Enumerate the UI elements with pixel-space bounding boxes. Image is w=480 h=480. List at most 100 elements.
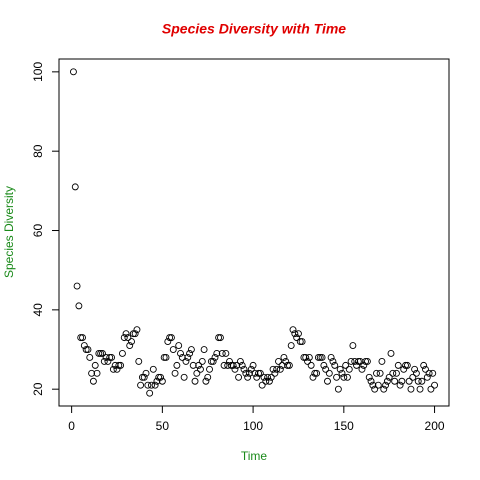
point [73, 282, 81, 290]
point [193, 369, 201, 377]
point [153, 377, 161, 385]
point [115, 361, 123, 369]
point [391, 377, 399, 385]
point [122, 330, 130, 338]
point [302, 353, 310, 361]
point [140, 373, 148, 381]
point [405, 377, 413, 385]
point [367, 377, 375, 385]
point [178, 353, 186, 361]
point [215, 334, 223, 342]
point [155, 373, 163, 381]
point [431, 381, 439, 389]
point [398, 377, 406, 385]
x-tick-label: 200 [425, 419, 445, 433]
point [84, 346, 92, 353]
point [262, 377, 270, 385]
point [293, 334, 301, 342]
point [233, 361, 241, 369]
point [180, 373, 188, 381]
point [376, 369, 384, 377]
point [300, 353, 308, 361]
point [365, 373, 373, 381]
point [360, 361, 368, 369]
y-axis-label: Species Diversity [2, 186, 16, 278]
point [86, 353, 94, 361]
point [318, 353, 326, 361]
point [371, 385, 379, 393]
point [425, 369, 433, 377]
point [111, 361, 119, 369]
point [131, 330, 139, 338]
point [144, 381, 152, 389]
point [71, 183, 79, 191]
point [129, 330, 137, 338]
point [382, 381, 390, 389]
x-tick-label: 150 [334, 419, 354, 433]
point [158, 377, 166, 385]
point [93, 369, 101, 377]
point [169, 346, 177, 353]
point [304, 357, 311, 365]
point [247, 365, 255, 373]
point [227, 361, 235, 369]
point [197, 365, 204, 373]
point [344, 373, 351, 381]
point [394, 361, 402, 369]
point [255, 369, 262, 377]
point [356, 357, 364, 365]
point [416, 385, 424, 393]
point [91, 361, 99, 369]
point [378, 357, 386, 365]
x-tick-label: 50 [156, 419, 170, 433]
y-tick-label: 100 [31, 62, 45, 82]
point [171, 369, 179, 377]
point [126, 342, 134, 349]
point [282, 357, 290, 365]
point [325, 369, 333, 377]
point [242, 369, 250, 377]
point [267, 373, 275, 381]
x-tick-label: 0 [68, 419, 75, 433]
point [240, 365, 248, 373]
point [79, 334, 86, 342]
point [256, 369, 264, 377]
point [82, 346, 90, 353]
point [100, 357, 108, 365]
point [295, 330, 302, 338]
point [236, 357, 244, 365]
point [173, 361, 181, 369]
point [331, 361, 339, 369]
point [146, 389, 154, 397]
point [88, 369, 96, 377]
point [311, 369, 319, 377]
point [160, 353, 168, 361]
point [340, 373, 348, 381]
point [275, 357, 282, 365]
point [353, 361, 360, 369]
point [342, 361, 350, 369]
point [222, 350, 230, 357]
x-axis-label: Time [241, 449, 268, 463]
point [226, 357, 233, 365]
point [400, 365, 408, 373]
point [338, 369, 346, 377]
y-tick-label: 60 [31, 224, 45, 238]
point [333, 373, 341, 381]
point [133, 326, 141, 334]
point [120, 334, 128, 342]
point [218, 350, 226, 357]
point [235, 373, 243, 381]
point [209, 357, 217, 365]
point [246, 369, 253, 377]
point [200, 346, 208, 353]
point [220, 361, 228, 369]
point [102, 353, 110, 361]
point [80, 342, 88, 349]
point [253, 373, 261, 381]
point [108, 353, 116, 361]
point [284, 361, 292, 369]
point [387, 350, 395, 357]
point [403, 361, 411, 369]
point [157, 373, 164, 381]
